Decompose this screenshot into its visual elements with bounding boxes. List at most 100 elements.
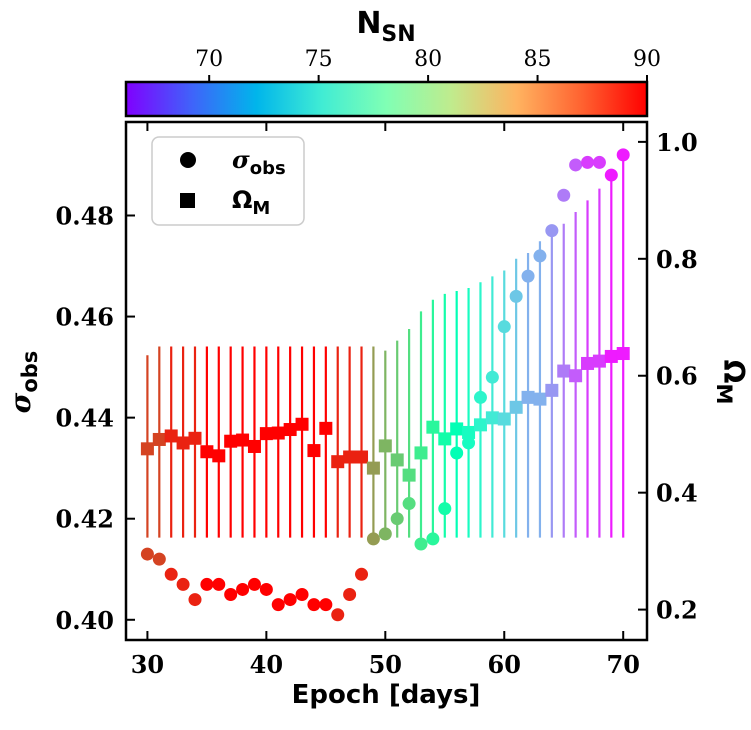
x-tick-label: 40: [250, 650, 283, 679]
sigma-obs-point: [485, 370, 499, 384]
legend: σobs ΩM: [151, 136, 305, 226]
colorbar-tick-label: 75: [305, 47, 333, 72]
omega-m-point: [462, 425, 476, 439]
omega-m-point: [545, 383, 559, 397]
omega-m-point: [450, 422, 464, 436]
colorbar-tick-label: 70: [195, 47, 223, 72]
y-left-tick-label: 0.40: [56, 606, 114, 635]
omega-m-point: [319, 421, 333, 435]
omega-m-point: [295, 417, 309, 431]
colorbar-tick-label: 80: [414, 47, 442, 72]
colorbar: [124, 80, 649, 118]
sigma-obs-point: [604, 168, 618, 182]
omega-m-point: [378, 439, 392, 453]
y-right-tick-label: 0.2: [656, 596, 698, 625]
sigma-obs-point: [152, 552, 166, 566]
omega-m-point: [212, 449, 226, 463]
y-right-tick-label: 0.6: [656, 362, 698, 391]
omega-m-point: [402, 468, 416, 482]
x-tick-label: 70: [607, 650, 640, 679]
omega-m-point: [509, 400, 523, 414]
y-right-axis-label: ΩM: [712, 360, 750, 405]
sigma-obs-point: [343, 588, 357, 602]
x-tick-label: 30: [131, 650, 164, 679]
omega-m-point: [355, 450, 369, 464]
error-bars: [146, 159, 625, 538]
data-markers: [140, 148, 630, 622]
sigma-obs-point: [188, 593, 202, 607]
legend-circle-marker: [180, 152, 196, 168]
omega-m-point: [176, 436, 190, 450]
omega-m-point: [188, 431, 202, 445]
plot-frame: [124, 120, 649, 642]
omega-m-point: [283, 423, 297, 437]
y-left-tick-label: 0.46: [56, 303, 114, 332]
omega-m-point: [414, 446, 428, 460]
sigma-obs-point: [140, 547, 154, 561]
omega-m-point: [497, 412, 511, 426]
sigma-obs-point: [509, 289, 523, 303]
sigma-obs-point: [236, 582, 250, 596]
x-axis-label: Epoch [days]: [292, 680, 481, 710]
omega-m-point: [247, 439, 261, 453]
sigma-obs-point: [533, 249, 547, 263]
colorbar-tick-label: 90: [633, 47, 661, 72]
omega-m-point: [366, 461, 380, 475]
sigma-obs-point: [355, 567, 369, 581]
sigma-obs-point: [402, 497, 416, 511]
omega-m-point: [307, 444, 321, 458]
y-left-axis-label: σobs: [4, 351, 42, 414]
sigma-obs-point: [259, 582, 273, 596]
omega-m-point: [581, 356, 595, 370]
sigma-obs-point: [414, 537, 428, 551]
omega-m-point: [164, 429, 178, 443]
sigma-obs-point: [200, 577, 214, 591]
omega-m-point: [224, 434, 238, 448]
sigma-obs-point: [176, 577, 190, 591]
y-left-axis-ticks: 0.40 0.42 0.44 0.46 0.48: [56, 201, 135, 635]
sigma-obs-point: [390, 512, 404, 526]
sigma-obs-point: [224, 588, 238, 602]
y-left-tick-label: 0.42: [56, 505, 114, 534]
omega-m-point: [521, 390, 535, 404]
x-tick-label: 60: [488, 650, 521, 679]
sigma-obs-point: [295, 588, 309, 602]
legend-square-marker: [180, 193, 195, 208]
sigma-obs-point: [247, 577, 261, 591]
sigma-obs-point: [557, 188, 571, 202]
sigma-obs-point: [497, 320, 511, 334]
sigma-obs-point: [616, 148, 630, 162]
sigma-obs-point: [307, 598, 321, 612]
sigma-obs-point: [366, 532, 380, 546]
omega-m-point: [259, 427, 273, 441]
sigma-obs-point: [212, 577, 226, 591]
sigma-obs-point: [319, 598, 333, 612]
sigma-obs-point: [426, 532, 440, 546]
omega-m-point: [331, 455, 345, 469]
y-left-tick-label: 0.48: [56, 201, 114, 230]
omega-m-point: [485, 411, 499, 425]
sigma-obs-point: [545, 224, 559, 238]
omega-m-point: [604, 349, 618, 363]
sigma-obs-point: [521, 269, 535, 283]
sigma-obs-point: [331, 608, 345, 622]
x-tick-label: 50: [369, 650, 402, 679]
omega-m-point: [343, 450, 357, 464]
legend-label-sigma-obs: σobs: [232, 145, 286, 179]
omega-m-point: [473, 418, 487, 432]
omega-m-point: [200, 445, 214, 459]
sigma-obs-point: [378, 527, 392, 541]
omega-m-point: [390, 453, 404, 467]
sigma-obs-point: [164, 567, 178, 581]
y-right-axis-ticks: 0.2 0.4 0.6 0.8 1.0: [638, 128, 698, 625]
sigma-obs-point: [271, 598, 285, 612]
omega-m-point: [152, 432, 166, 446]
legend-label-omega-m: ΩM: [232, 186, 270, 219]
omega-m-point: [140, 442, 154, 456]
omega-m-point: [426, 420, 440, 434]
y-right-tick-label: 0.8: [656, 245, 698, 274]
sigma-obs-point: [283, 593, 297, 607]
y-left-tick-label: 0.44: [56, 404, 114, 433]
omega-m-point: [557, 364, 571, 378]
